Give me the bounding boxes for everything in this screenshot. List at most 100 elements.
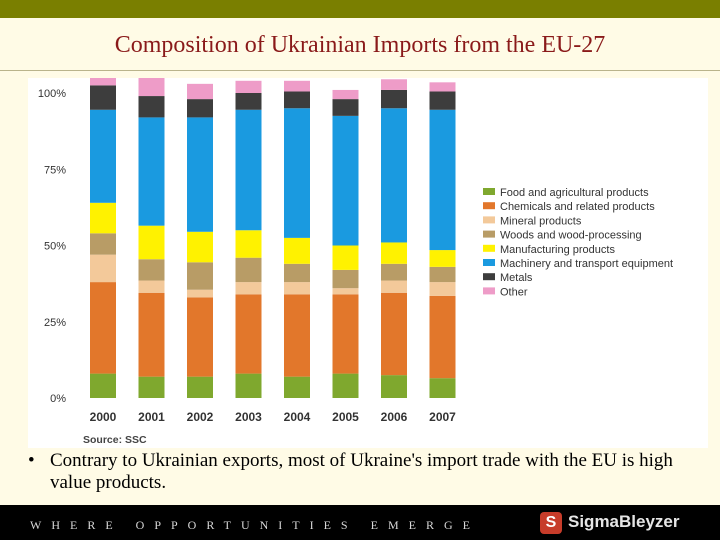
legend-swatch [483, 273, 495, 281]
slide-title: Composition of Ukrainian Imports from th… [114, 32, 606, 58]
bar-segment-metals [332, 99, 359, 116]
footer-tagline: WHERE OPPORTUNITIES EMERGE [30, 518, 480, 532]
legend-label: Chemicals and related products [500, 201, 655, 213]
bar-segment-food [284, 376, 310, 398]
bar-segment-metals [138, 96, 165, 118]
bar-segment-manufacturing [90, 202, 116, 234]
bar-segment-food [235, 373, 262, 398]
bar-segment-woods [187, 262, 213, 290]
bar-segment-metals [90, 85, 116, 110]
bar-segment-metals [187, 99, 213, 118]
bar-segment-woods [235, 257, 262, 283]
legend-label: Machinery and transport equipment [500, 258, 673, 270]
bar-segment-chemicals [187, 297, 213, 377]
y-tick-label: 0% [50, 393, 66, 405]
bar-segment-machinery [332, 115, 359, 246]
bar-segment-food [138, 376, 165, 398]
legend-swatch [483, 287, 495, 295]
top-band [0, 0, 720, 18]
bar-segment-mineral [138, 280, 165, 293]
bar-segment-metals [381, 89, 407, 109]
bar-segment-metals [429, 91, 456, 110]
bar-segment-woods [90, 233, 116, 255]
bar-segment-food [429, 378, 456, 398]
bar-segment-chemicals [332, 294, 359, 374]
legend-label: Mineral products [500, 215, 582, 227]
bar-segment-mineral [381, 280, 407, 293]
legend-swatch [483, 216, 495, 224]
stacked-bar-chart: 0% 25% 50% 75% 100% 2000 2001 2002 2003 2004 2005 2… [38, 78, 673, 446]
y-tick-label: 75% [44, 164, 66, 176]
bar-segment-manufacturing [235, 230, 262, 258]
bar-segment-food [90, 373, 116, 398]
bar-segment-manufacturing [429, 250, 456, 267]
bar-segment-machinery [284, 108, 310, 238]
x-tick-label: 2001 [138, 410, 165, 424]
x-tick-label: 2000 [90, 410, 117, 424]
bar-segment-machinery [187, 117, 213, 232]
y-tick-label: 100% [38, 88, 66, 100]
x-tick-label: 2002 [187, 410, 214, 424]
bar-segment-metals [284, 91, 310, 109]
bar-segment-food [187, 376, 213, 398]
bar-segment-woods [138, 259, 165, 281]
bar-segment-other [235, 80, 262, 93]
bar-segment-machinery [381, 108, 407, 243]
bar-segment-chemicals [90, 282, 116, 374]
bar-segment-mineral [429, 282, 456, 296]
x-tick-label: 2005 [332, 410, 359, 424]
bar-segment-manufacturing [284, 237, 310, 264]
bar-segment-mineral [187, 289, 213, 298]
bar-segment-mineral [284, 282, 310, 295]
legend-swatch [483, 244, 495, 252]
bullet-text: Contrary to Ukrainian exports, most of U… [50, 450, 673, 493]
legend-label: Woods and wood-processing [500, 230, 642, 242]
bar-segment-machinery [138, 117, 165, 226]
bar-segment-food [381, 375, 407, 398]
legend-label: Other [500, 286, 528, 298]
bar-segment-woods [381, 263, 407, 281]
bar-segment-other [90, 78, 116, 86]
legend-swatch [483, 188, 495, 195]
bar-segment-manufacturing [332, 245, 359, 270]
bar-segment-chemicals [381, 292, 407, 376]
legend-swatch [483, 230, 495, 238]
logo-s-icon: S [540, 512, 562, 534]
bar-segment-chemicals [138, 292, 165, 377]
title-area [0, 18, 720, 71]
legend-label: Food and agricultural products [500, 187, 649, 199]
x-tick-label: 2003 [235, 410, 262, 424]
bar-segment-chemicals [429, 295, 456, 379]
y-tick-label: 50% [44, 241, 66, 253]
bar-segment-other [138, 78, 165, 97]
bar-segment-machinery [429, 109, 456, 251]
y-tick-label: 25% [44, 317, 66, 329]
x-tick-label: 2007 [429, 410, 456, 424]
bar-segment-other [381, 79, 407, 90]
bar-segment-manufacturing [187, 231, 213, 263]
bar-segment-other [429, 82, 456, 92]
bar-segment-other [284, 80, 310, 92]
legend-label: Metals [500, 272, 533, 284]
bar-segment-woods [332, 269, 359, 289]
x-tick-label: 2004 [284, 410, 311, 424]
logo-text: SigmaBleyzer [568, 512, 680, 531]
bar-segment-woods [429, 266, 456, 283]
bar-segment-food [332, 373, 359, 398]
bar-segment-mineral [90, 254, 116, 283]
bar-segment-chemicals [235, 294, 262, 374]
bar-segment-metals [235, 93, 262, 110]
legend-swatch [483, 202, 495, 210]
bar-segment-mineral [235, 282, 262, 295]
bar-segment-other [332, 89, 359, 100]
bullet-marker: • [28, 450, 35, 471]
footer-bar: WHERE OPPORTUNITIES EMERGE S SigmaBleyze… [0, 505, 720, 540]
bar-segment-woods [284, 263, 310, 283]
bar-segment-manufacturing [381, 242, 407, 264]
legend-swatch [483, 259, 495, 266]
bar-segment-mineral [332, 288, 359, 295]
bar-segment-chemicals [284, 294, 310, 377]
x-tick-label: 2006 [381, 410, 408, 424]
bar-segment-manufacturing [138, 225, 165, 260]
bar-segment-machinery [90, 109, 116, 203]
